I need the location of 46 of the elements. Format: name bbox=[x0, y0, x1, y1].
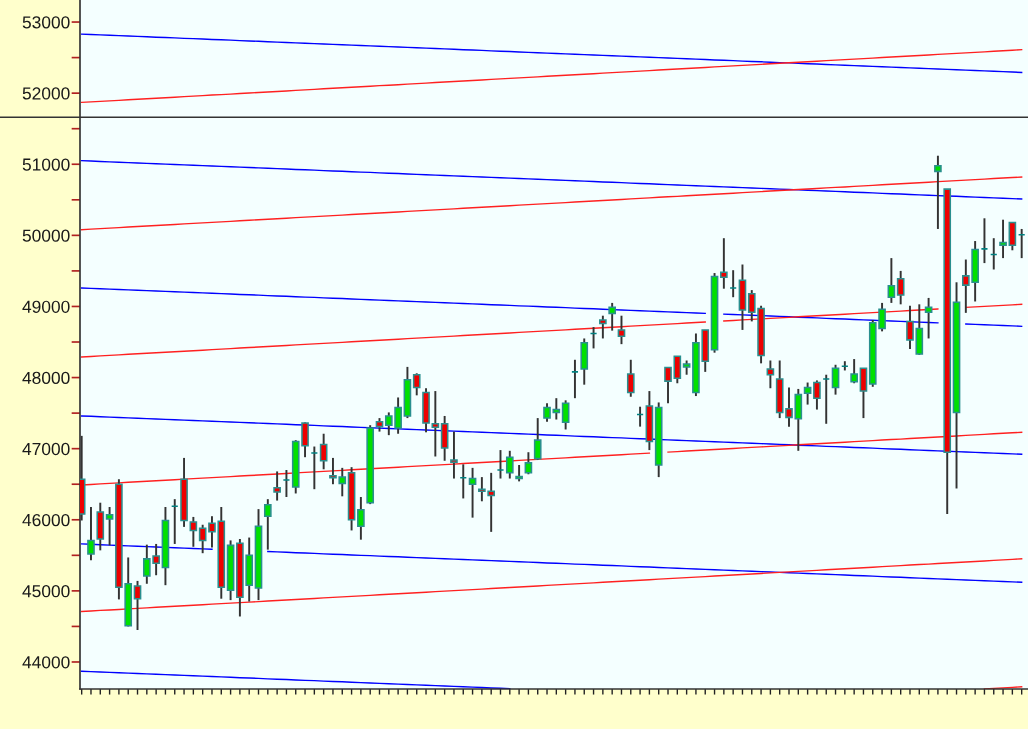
candlestick bbox=[412, 372, 421, 397]
candlestick bbox=[608, 301, 617, 332]
candlestick bbox=[626, 358, 635, 398]
candlestick bbox=[263, 498, 272, 551]
candlestick bbox=[468, 466, 477, 519]
y-tick-label: 50000 bbox=[22, 229, 70, 242]
candlestick bbox=[133, 579, 142, 631]
y-tick-label: 44000 bbox=[22, 656, 70, 669]
candlestick bbox=[87, 506, 95, 562]
candlestick bbox=[896, 269, 905, 306]
candlestick bbox=[189, 515, 198, 548]
candlestick bbox=[859, 367, 868, 420]
y-tick-label: 51000 bbox=[22, 158, 70, 171]
y-tick-label: 46000 bbox=[22, 513, 70, 527]
candlestick bbox=[319, 432, 328, 471]
candlestick bbox=[934, 154, 942, 230]
y-tick-label: 52000 bbox=[22, 87, 70, 100]
candlestick bbox=[450, 430, 458, 480]
y-tick-label: 47000 bbox=[22, 442, 70, 456]
candlestick bbox=[533, 417, 542, 462]
line-series bbox=[80, 558, 1023, 613]
y-tick-label: 45000 bbox=[22, 585, 70, 598]
y-tick-label: 48000 bbox=[22, 371, 70, 385]
candlestick bbox=[105, 506, 114, 547]
line-series bbox=[80, 160, 1023, 200]
candlestick bbox=[505, 449, 514, 480]
candlestick bbox=[273, 470, 281, 502]
candlestick bbox=[924, 296, 933, 340]
candlestick bbox=[887, 257, 896, 304]
y-tick-label: 49000 bbox=[22, 300, 70, 313]
candlestick bbox=[599, 314, 607, 340]
candlestick bbox=[766, 359, 775, 390]
line-series bbox=[80, 176, 1023, 231]
line-series bbox=[80, 49, 1023, 104]
candlestick bbox=[1008, 221, 1017, 252]
candlestick bbox=[431, 390, 440, 458]
candlestick bbox=[850, 358, 858, 385]
candlestick bbox=[617, 314, 626, 346]
candlestick bbox=[357, 496, 365, 541]
candlestick bbox=[803, 381, 812, 406]
candlestick bbox=[561, 399, 570, 431]
candlestick bbox=[999, 218, 1007, 260]
candlestick bbox=[813, 379, 821, 411]
line-series bbox=[80, 33, 1023, 74]
y-tick-label: 53000 bbox=[22, 16, 70, 29]
candlestick bbox=[720, 237, 728, 290]
